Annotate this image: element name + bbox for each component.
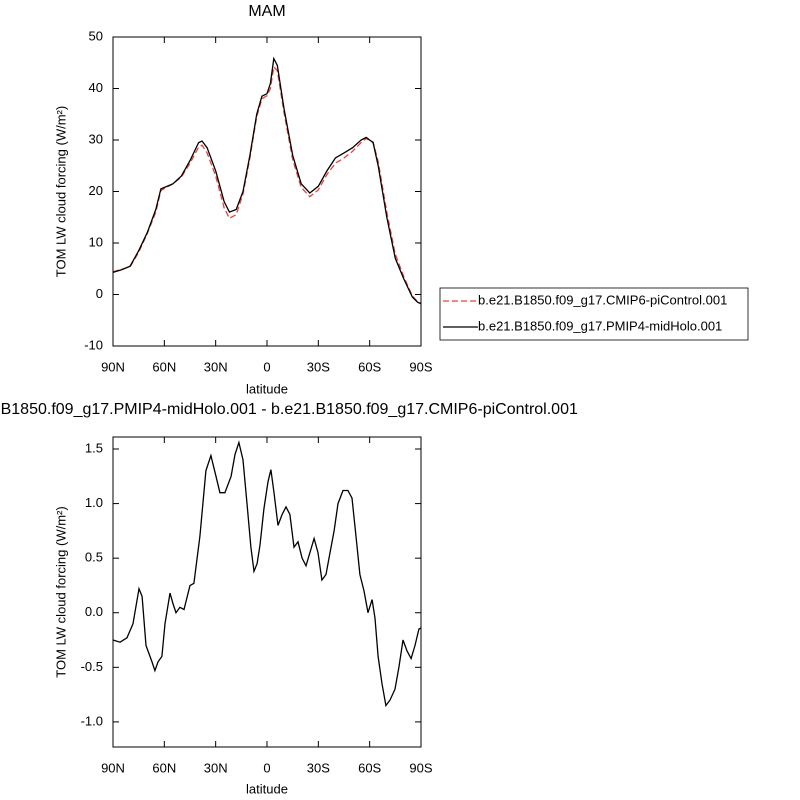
y-tick-label: 10 (89, 234, 103, 249)
legend-label: b.e21.B1850.f09_g17.CMIP6-piControl.001 (478, 292, 727, 307)
y-tick-label: 0 (96, 286, 103, 301)
x-axis-label: latitude (246, 381, 288, 396)
y-tick-label: -0.5 (81, 659, 103, 674)
x-tick-label: 90N (101, 359, 125, 374)
y-tick-label: 1.5 (85, 440, 103, 455)
x-tick-label: 30N (204, 760, 228, 775)
x-axis-label: latitude (246, 781, 288, 796)
x-tick-label: 60N (152, 760, 176, 775)
x-tick-label: 60S (358, 359, 381, 374)
x-tick-label: 0 (263, 359, 270, 374)
x-tick-label: 30S (307, 359, 330, 374)
x-tick-label: 60S (358, 760, 381, 775)
chart-title: b.e21.B1850.f09_g17.PMIP4-midHolo.001 - … (0, 401, 578, 418)
data-line (112, 56, 422, 305)
x-tick-label: 60N (152, 359, 176, 374)
x-tick-label: 30S (307, 760, 330, 775)
y-tick-label: 50 (89, 28, 103, 43)
y-tick-label: -1.0 (81, 713, 103, 728)
y-tick-label: -10 (84, 337, 103, 352)
y-tick-label: 40 (89, 80, 103, 95)
y-tick-label: 20 (89, 183, 103, 198)
x-tick-label: 30N (204, 359, 228, 374)
y-tick-label: 30 (89, 131, 103, 146)
x-tick-label: 90S (409, 359, 432, 374)
y-tick-label: 1.0 (85, 495, 103, 510)
data-line (112, 65, 422, 304)
legend-box (439, 287, 749, 341)
legend-label: b.e21.B1850.f09_g17.PMIP4-midHolo.001 (478, 318, 722, 333)
y-axis-label: TOM LW cloud forcing (W/m²) (53, 506, 68, 677)
y-axis-label: TOM LW cloud forcing (W/m²) (53, 106, 68, 277)
x-tick-label: 90N (101, 760, 125, 775)
y-tick-label: 0.5 (85, 550, 103, 565)
plot-frame (112, 36, 422, 347)
x-tick-label: 90S (409, 760, 432, 775)
chart-title: MAM (248, 3, 285, 20)
x-tick-label: 0 (263, 760, 270, 775)
plot-frame (112, 436, 422, 748)
data-line (112, 440, 422, 708)
y-tick-label: 0.0 (85, 604, 103, 619)
